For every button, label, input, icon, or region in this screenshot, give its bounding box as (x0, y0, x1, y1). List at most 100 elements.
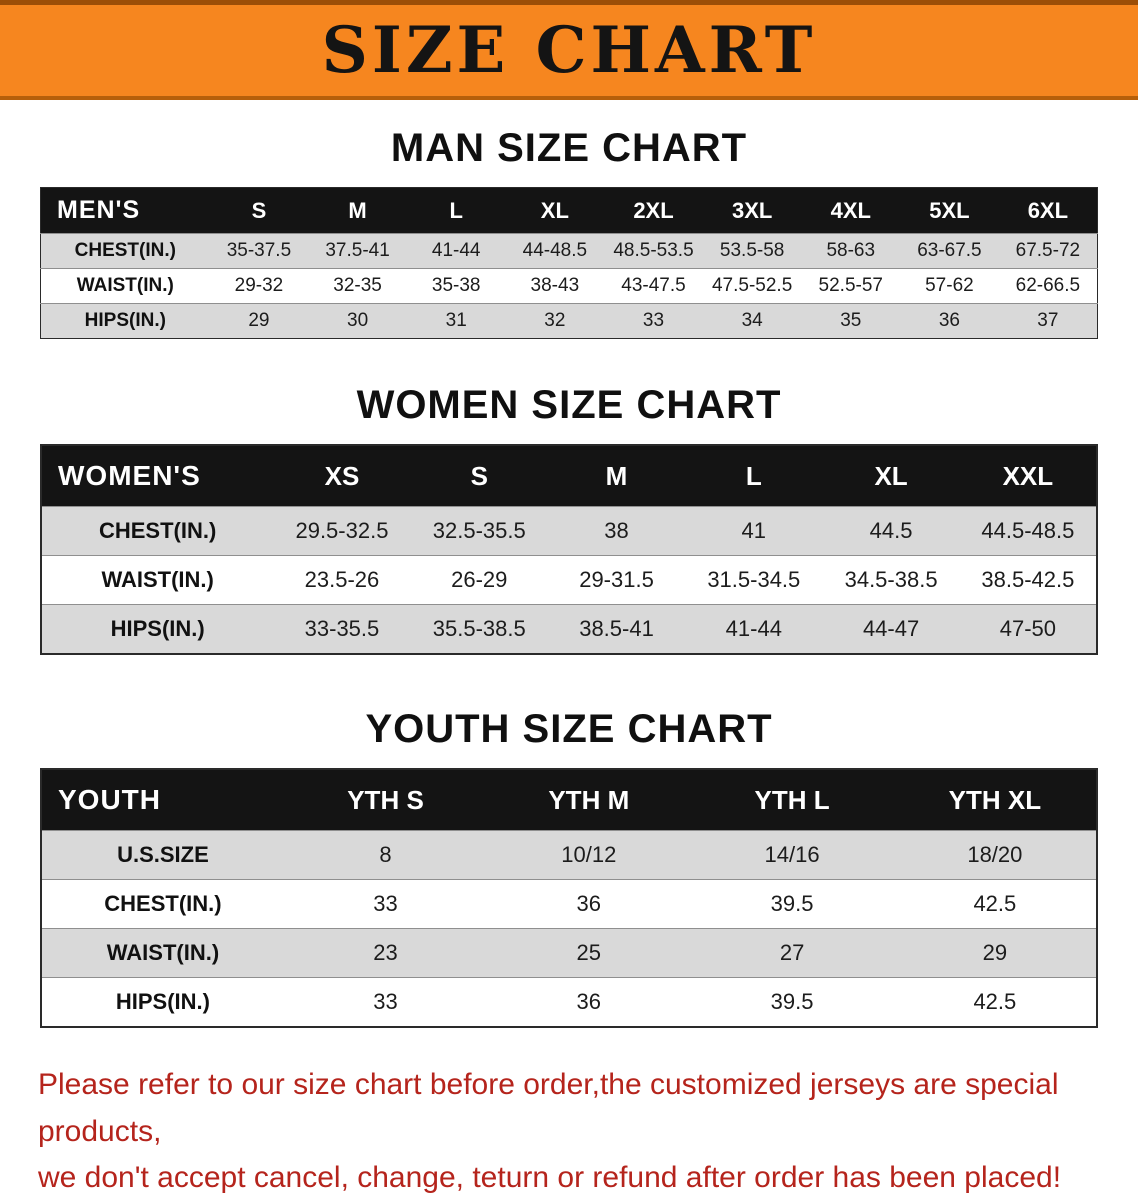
size-column-header: YTH M (548, 784, 630, 815)
table-row: CHEST(IN.) 29.5-32.5 32.5-35.5 38 41 44.5 44.5… (41, 506, 1097, 556)
size-value: 35-37.5 (209, 233, 309, 269)
size-value: 23.5-26 (273, 555, 411, 605)
table-group-label: WOMEN'S (58, 460, 201, 491)
size-value: 38-43 (505, 268, 605, 304)
size-column-header: YTH L (754, 784, 830, 815)
size-column-header: XS (324, 460, 360, 491)
size-value: 37 (998, 303, 1098, 339)
size-value: 52.5-57 (801, 268, 901, 304)
size-value: 33 (283, 977, 488, 1027)
size-value: 33-35.5 (273, 604, 411, 654)
size-value: 39.5 (690, 977, 894, 1027)
size-value: 47-50 (959, 604, 1097, 654)
table-header-row: YOUTH YTH S YTH M YTH L YTH XL (41, 769, 1097, 831)
size-value: 44.5 (822, 506, 960, 556)
size-value: 33 (604, 303, 703, 339)
table-row: HIPS(IN.) 33-35.5 35.5-38.5 38.5-41 41-44 44-… (41, 604, 1097, 654)
row-label: WAIST(IN.) (41, 555, 274, 605)
size-value: 26-29 (410, 555, 548, 605)
size-column-header: 4XL (830, 197, 871, 223)
size-value: 35-38 (406, 268, 506, 304)
size-value: 44-47 (822, 604, 960, 654)
size-column-header: YTH S (347, 784, 424, 815)
size-value: 10/12 (487, 830, 691, 880)
size-value: 42.5 (893, 879, 1097, 929)
size-value: 34 (702, 303, 802, 339)
size-column-header: L (745, 460, 762, 491)
section-youth-size-chart: YOUTH SIZE CHART YOUTH YTH S YTH M YTH L YTH… (0, 707, 1138, 1028)
size-value: 35.5-38.5 (410, 604, 548, 654)
men-size-table: MEN'S S M L XL 2XL 3XL 4XL 5XL 6XL CHEST(IN.) 35-37… (40, 187, 1098, 339)
table-row: WAIST(IN.) 23.5-26 26-29 29-31.5 31.5-34.5 34… (41, 555, 1097, 605)
section-men-size-chart: MAN SIZE CHART MEN'S S M L XL 2XL 3XL 4XL 5XL 6XL… (0, 126, 1138, 339)
men-section-heading: MAN SIZE CHART (390, 126, 748, 170)
size-value: 41-44 (685, 604, 823, 654)
size-column-header: S (470, 460, 488, 491)
size-column-header: 5XL (929, 197, 970, 223)
size-column-header: L (449, 197, 463, 223)
size-value: 32.5-35.5 (410, 506, 548, 556)
size-value: 39.5 (690, 879, 894, 929)
page-title: SIZE CHART (321, 13, 817, 88)
size-column-header: 3XL (731, 197, 773, 223)
row-label: CHEST(IN.) (41, 879, 284, 929)
size-value: 41-44 (406, 233, 506, 269)
size-value: 67.5-72 (998, 233, 1098, 269)
row-label: HIPS(IN.) (41, 977, 284, 1027)
row-label: WAIST(IN.) (40, 268, 210, 304)
size-column-header: S (251, 197, 267, 223)
size-value: 30 (308, 303, 407, 339)
size-value: 29-31.5 (547, 555, 686, 605)
size-value: 38.5-41 (547, 604, 686, 654)
size-value: 35 (801, 303, 901, 339)
section-women-size-chart: WOMEN SIZE CHART WOMEN'S XS S M L XL XXL CHEST(… (0, 383, 1138, 655)
size-value: 36 (900, 303, 999, 339)
size-value: 8 (283, 830, 488, 880)
women-section-heading: WOMEN SIZE CHART (356, 383, 782, 427)
footer-disclaimer-line-1: Please refer to our size chart before or… (38, 1068, 1059, 1148)
size-value: 41 (685, 506, 823, 556)
size-value: 44-48.5 (505, 233, 605, 269)
size-value: 53.5-58 (702, 233, 802, 269)
size-value: 27 (690, 928, 894, 978)
table-group-label: MEN'S (57, 196, 141, 224)
size-chart-banner: SIZE CHART (0, 0, 1138, 100)
size-value: 31.5-34.5 (685, 555, 823, 605)
size-value: 37.5-41 (308, 233, 407, 269)
row-label: CHEST(IN.) (40, 233, 210, 269)
size-value: 44.5-48.5 (959, 506, 1097, 556)
size-value: 23 (283, 928, 488, 978)
table-row: HIPS(IN.) 29 30 31 32 33 34 35 36 37 (40, 303, 1098, 339)
size-value: 25 (487, 928, 691, 978)
size-value: 18/20 (893, 830, 1097, 880)
size-value: 57-62 (900, 268, 999, 304)
size-value: 58-63 (801, 233, 901, 269)
table-row: CHEST(IN.) 33 36 39.5 42.5 (41, 879, 1097, 929)
size-column-header: 2XL (633, 197, 674, 223)
table-group-label: YOUTH (58, 784, 161, 815)
size-value: 32 (505, 303, 605, 339)
table-row: WAIST(IN.) 29-32 32-35 35-38 38-43 43-47.5 47.… (40, 268, 1098, 304)
row-label: HIPS(IN.) (40, 303, 210, 339)
size-value: 48.5-53.5 (604, 233, 703, 269)
size-value: 38.5-42.5 (959, 555, 1097, 605)
row-label: U.S.SIZE (41, 830, 284, 880)
women-size-table: WOMEN'S XS S M L XL XXL CHEST(IN.) 29.5-32.5 32.5… (40, 444, 1098, 655)
table-row: CHEST(IN.) 35-37.5 37.5-41 41-44 44-48.5 48.5… (40, 233, 1098, 269)
size-value: 29-32 (209, 268, 309, 304)
size-value: 36 (487, 977, 691, 1027)
size-column-header: XL (874, 460, 908, 491)
size-value: 29 (893, 928, 1097, 978)
size-column-header: XL (540, 197, 569, 223)
row-label: CHEST(IN.) (41, 506, 274, 556)
size-value: 31 (406, 303, 506, 339)
size-value: 43-47.5 (604, 268, 703, 304)
size-value: 42.5 (893, 977, 1097, 1027)
size-column-header: M (348, 197, 367, 223)
size-value: 38 (547, 506, 686, 556)
size-value: 33 (283, 879, 488, 929)
row-label: HIPS(IN.) (41, 604, 274, 654)
table-header-row: WOMEN'S XS S M L XL XXL (41, 445, 1097, 507)
size-value: 29.5-32.5 (273, 506, 411, 556)
youth-size-table: YOUTH YTH S YTH M YTH L YTH XL U.S.SIZE 8 10/12… (40, 768, 1098, 1028)
